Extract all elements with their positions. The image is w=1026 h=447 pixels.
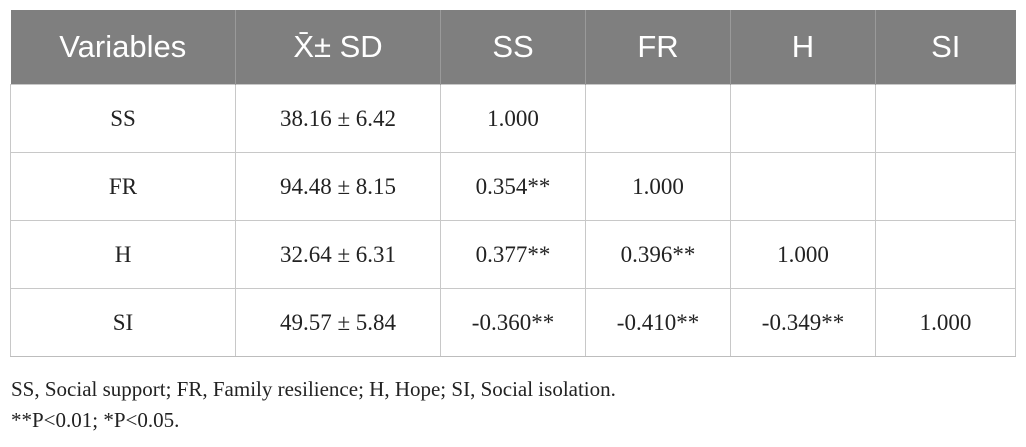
correlation-cell bbox=[730, 84, 876, 153]
correlation-cell bbox=[875, 84, 1016, 153]
header-variables: Variables bbox=[10, 10, 236, 85]
row-label: SS bbox=[10, 84, 236, 153]
abbreviations-note: SS, Social support; FR, Family resilienc… bbox=[11, 377, 616, 401]
correlation-cell: 1.000 bbox=[730, 220, 876, 289]
correlation-cell bbox=[730, 152, 876, 221]
correlation-cell: 1.000 bbox=[585, 152, 731, 221]
row-label: H bbox=[10, 220, 236, 289]
table-row: SI 49.57 ± 5.84 -0.360** -0.410** -0.349… bbox=[10, 288, 1016, 357]
header-mean-sd: X̄± SD bbox=[235, 10, 441, 85]
correlation-cell: 0.396** bbox=[585, 220, 731, 289]
correlation-cell: 0.377** bbox=[440, 220, 586, 289]
header-fr: FR bbox=[585, 10, 731, 85]
row-label: FR bbox=[10, 152, 236, 221]
mean-sd-cell: 94.48 ± 8.15 bbox=[235, 152, 441, 221]
correlation-cell: 1.000 bbox=[440, 84, 586, 153]
correlation-cell: -0.349** bbox=[730, 288, 876, 357]
correlation-cell bbox=[875, 220, 1016, 289]
correlation-cell: -0.360** bbox=[440, 288, 586, 357]
mean-sd-cell: 38.16 ± 6.42 bbox=[235, 84, 441, 153]
table-row: H 32.64 ± 6.31 0.377** 0.396** 1.000 bbox=[10, 220, 1016, 289]
correlation-cell: 1.000 bbox=[875, 288, 1016, 357]
significance-note: **P<0.01; *P<0.05. bbox=[11, 408, 180, 432]
header-h: H bbox=[730, 10, 876, 85]
header-si: SI bbox=[875, 10, 1016, 85]
correlation-cell bbox=[585, 84, 731, 153]
mean-sd-cell: 49.57 ± 5.84 bbox=[235, 288, 441, 357]
table-row: FR 94.48 ± 8.15 0.354** 1.000 bbox=[10, 152, 1016, 221]
mean-sd-cell: 32.64 ± 6.31 bbox=[235, 220, 441, 289]
table-row: SS 38.16 ± 6.42 1.000 bbox=[10, 84, 1016, 153]
correlation-cell bbox=[875, 152, 1016, 221]
correlation-cell: -0.410** bbox=[585, 288, 731, 357]
correlation-table: Variables X̄± SD SS FR H SI SS 38.16 ± 6… bbox=[10, 10, 1016, 357]
correlation-cell: 0.354** bbox=[440, 152, 586, 221]
header-row: Variables X̄± SD SS FR H SI bbox=[10, 10, 1016, 85]
row-label: SI bbox=[10, 288, 236, 357]
header-ss: SS bbox=[440, 10, 586, 85]
correlation-table-container: Variables X̄± SD SS FR H SI SS 38.16 ± 6… bbox=[10, 10, 1016, 357]
table-footnotes: SS, Social support; FR, Family resilienc… bbox=[11, 374, 616, 436]
